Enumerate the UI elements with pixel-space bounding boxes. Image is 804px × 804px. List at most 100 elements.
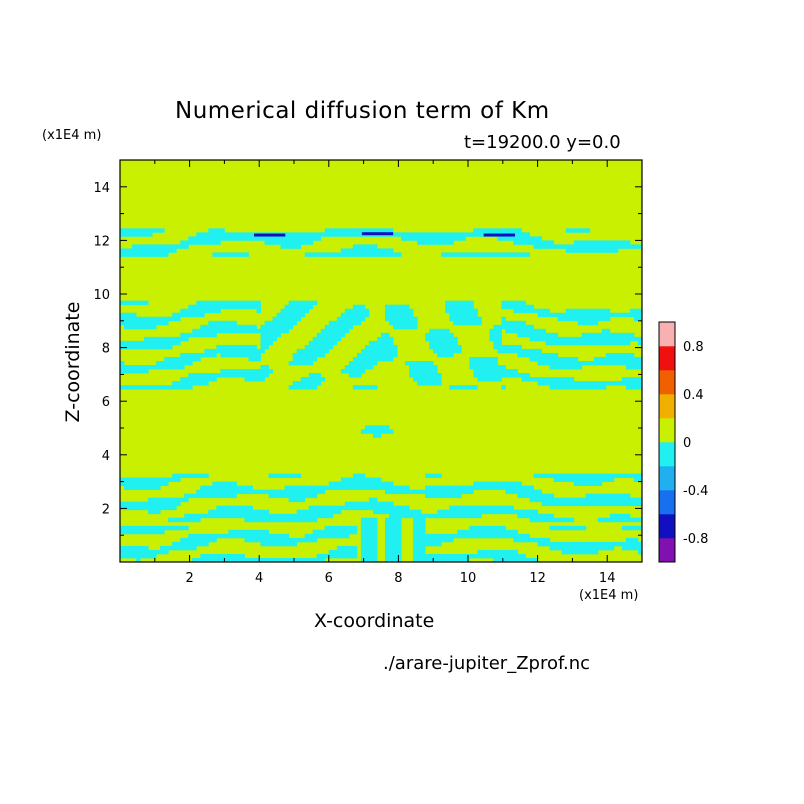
field-cell-negative [292,381,322,386]
field-cell-negative [260,336,277,342]
field-cell-negative [204,348,265,354]
field-cell-negative [393,324,418,330]
field-cell-negative [413,537,454,543]
colorbar-swatch [659,514,675,539]
field-cell-negative [513,537,551,543]
field-peak [361,232,394,236]
field-cell-negative [264,240,314,245]
field-peak [253,233,286,237]
field-cell-negative [360,553,378,559]
field-cell-negative [473,228,522,233]
field-cell-negative [413,377,442,382]
field-cell-negative [348,373,362,378]
field-cell-negative [244,517,318,523]
field-cell-negative [308,505,410,511]
field-cell-negative [413,553,526,559]
field-cell-negative [344,365,374,370]
field-cell-negative [172,381,209,386]
field-cell-negative [320,328,350,334]
field-cell-negative [120,320,169,326]
x-tick-label: 4 [255,571,263,586]
field-cell-negative [529,517,575,523]
field-cell-negative [120,365,185,370]
field-cell-negative [120,300,149,306]
field-cell-negative [360,348,398,354]
field-cell-negative [372,509,422,515]
field-cell-negative [120,344,173,350]
y-tick-label: 10 [93,288,110,303]
field-cell-negative [260,340,273,346]
field-cell-negative [473,369,518,374]
field-cell-negative [381,332,390,338]
field-cell-negative [413,533,530,539]
field-cell-negative [164,356,201,362]
field-cell-negative [521,377,575,382]
field-cell-negative [200,485,253,491]
y-tick-label: 14 [93,181,110,196]
field-cell-negative [501,320,526,326]
y-axis-unit: (x1E4 m) [42,128,102,143]
field-cell-negative [120,340,181,346]
field-cell-negative [216,505,253,511]
field-cell-negative [413,521,426,527]
field-cell-negative [385,557,402,562]
field-cell-negative [385,533,402,539]
field-cell-negative [413,557,470,562]
colorbar-swatch [659,466,675,491]
field-cell-negative [445,304,474,310]
field-cell-negative [549,545,615,551]
field-cell-negative [417,240,454,245]
field-cell-negative [437,352,454,358]
y-axis-ticks: 2 4 6 8 10 12 14 [93,181,642,536]
field-cell-negative [501,385,506,390]
field-cell-negative [629,308,642,314]
field-cell-negative [324,228,394,233]
field-cell-negative [409,369,438,374]
field-cell-negative [557,316,611,322]
field-cell-negative [336,316,366,322]
colorbar-swatch [659,442,675,467]
field-cell-negative [477,377,502,382]
field-cell-negative [136,557,141,562]
field-cell-negative [340,312,370,318]
field-cell-negative [517,352,559,358]
field-cell-negative [296,348,330,354]
field-cell-negative [449,312,478,318]
field-cell-negative [360,541,378,547]
x-tick-label: 8 [394,571,402,586]
field-cell-negative [196,300,261,306]
field-cell-negative [621,525,642,531]
field-cell-negative [256,308,261,314]
field-cell-negative [385,545,402,551]
field-cell-negative [288,300,318,306]
field-cell-negative [376,336,394,342]
field-cell-negative [120,545,149,551]
field-cell-negative [260,541,298,547]
field-cell-negative [517,332,559,338]
field-cell-negative [260,365,269,370]
field-cell-negative [120,312,137,318]
field-cell-negative [172,541,209,547]
field-cell-negative [425,473,442,478]
field-cell-negative [208,320,237,326]
field-cell-negative [469,361,498,366]
field-cell-negative [437,509,538,515]
field-cell-negative [621,377,642,382]
field-cell-negative [180,308,221,314]
field-cell-negative [637,549,642,555]
field-cell-negative [148,509,161,515]
field-cell-negative [385,537,402,543]
field-cell-negative [409,373,442,378]
field-cell-negative [565,228,591,233]
field-cell-negative [120,529,165,535]
field-cell-negative [364,425,390,430]
field-cell-negative [120,553,157,559]
field-cell-negative [513,240,555,245]
field-cell-negative [517,493,555,499]
field-cell-negative [581,332,635,338]
field-cell-negative [340,369,366,374]
field-cell-negative [344,501,394,507]
field-cell-negative [120,481,169,487]
field-cell-negative [417,381,442,386]
x-axis-unit: (x1E4 m) [579,588,639,603]
